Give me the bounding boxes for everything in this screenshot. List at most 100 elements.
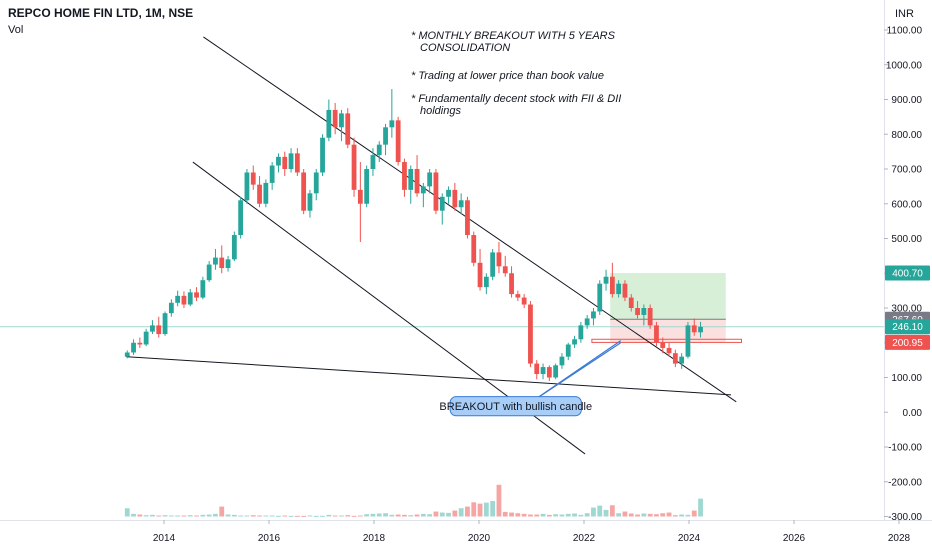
- candle-body: [376, 144, 382, 156]
- volume-bar: [691, 510, 697, 517]
- volume-bar: [332, 515, 338, 517]
- volume-bar: [540, 513, 546, 517]
- volume-bar: [685, 514, 691, 517]
- volume-bar: [616, 513, 622, 517]
- candle-body: [383, 127, 388, 145]
- candle-body: [414, 169, 420, 194]
- candle-body: [326, 109, 332, 138]
- candle-body: [231, 235, 237, 260]
- volume-bar: [282, 515, 288, 517]
- volume-bar: [137, 514, 143, 517]
- volume-bar: [502, 511, 508, 517]
- volume-bar: [402, 514, 407, 517]
- candle-body: [288, 153, 294, 169]
- trend-line[interactable]: [126, 356, 732, 396]
- candle-body: [124, 352, 130, 357]
- candle-body: [175, 295, 181, 303]
- volume-bar: [660, 513, 666, 517]
- chart-header: REPCO HOME FIN LTD, 1M, NSE Vol INR: [8, 6, 914, 36]
- candle-body: [351, 144, 357, 190]
- candle-body: [402, 162, 407, 190]
- candle-body: [477, 262, 483, 288]
- volume-bar: [187, 515, 193, 517]
- candle-body: [301, 172, 307, 211]
- candle-body: [540, 367, 546, 375]
- target-zone: [610, 273, 726, 327]
- volume-bar: [307, 515, 313, 517]
- volume-indicator-label[interactable]: Vol: [8, 24, 23, 36]
- note-line: * Trading at lower price than book value: [411, 70, 604, 82]
- price-tick-label: 500.00: [891, 234, 922, 245]
- candle-body: [276, 156, 281, 166]
- candle-body: [502, 266, 508, 274]
- volume-bar: [376, 513, 382, 517]
- note-line: * Fundamentally decent stock with FII & …: [411, 93, 621, 105]
- volume-bar: [395, 514, 401, 517]
- plot-area[interactable]: BREAKOUT with bullish candle: [0, 36, 884, 517]
- volume-bar: [578, 514, 584, 517]
- candle-body: [244, 172, 250, 201]
- volume-bar: [389, 514, 395, 517]
- volume-bar: [584, 513, 590, 517]
- candle-body: [622, 283, 628, 298]
- candle-body: [250, 172, 256, 185]
- support-box: [591, 338, 742, 343]
- time-tick-label: 2024: [678, 533, 701, 544]
- candle-body: [553, 365, 559, 378]
- candle-body: [660, 342, 666, 348]
- volume-bar: [452, 510, 458, 517]
- volume-bar: [175, 515, 181, 517]
- price-tick-label: 900.00: [891, 95, 922, 106]
- volume-bar: [257, 515, 262, 517]
- note-line: CONSOLIDATION: [420, 42, 510, 54]
- time-tick-label: 2022: [573, 533, 596, 544]
- candle-body: [565, 344, 571, 357]
- candle-body: [597, 283, 603, 312]
- volume-bar: [288, 515, 294, 517]
- time-axis[interactable]: 2014 2016 2018 2020 2022 2024 2026 2028: [0, 520, 932, 544]
- volume-bar: [269, 515, 275, 517]
- volume-bar: [553, 514, 559, 517]
- callout-box[interactable]: [449, 396, 582, 417]
- candle-body: [219, 257, 225, 269]
- candle-body: [572, 339, 577, 345]
- volume-bar: [124, 508, 130, 517]
- price-tick-label: 600.00: [891, 199, 922, 210]
- volume-bar: [546, 514, 552, 517]
- volume-bar: [143, 515, 149, 517]
- volume-bar: [666, 512, 672, 517]
- candle-body: [490, 252, 496, 277]
- volume-bar: [181, 515, 187, 517]
- candle-body: [206, 264, 212, 281]
- price-tick-label: 800.00: [891, 130, 922, 141]
- volume-bar: [471, 502, 477, 517]
- price-axis[interactable]: 1100.00 1000.00 900.00 800.00 700.00 600.00 50…: [884, 0, 930, 523]
- candle-body: [332, 109, 338, 128]
- candle-body: [313, 172, 319, 194]
- candle-body: [200, 280, 206, 298]
- currency-label: INR: [895, 8, 914, 20]
- candle-body: [609, 276, 615, 295]
- candle-body: [150, 325, 155, 332]
- candle-body: [181, 295, 187, 305]
- volume-bar: [603, 509, 609, 517]
- candle-body: [408, 169, 414, 190]
- volume-bar: [490, 500, 496, 517]
- volume-bar: [364, 514, 370, 517]
- candle-body: [446, 189, 451, 197]
- volume-bar: [408, 515, 414, 517]
- price-badge: [885, 334, 930, 350]
- callout-text: BREAKOUT with bullish candle: [439, 401, 592, 413]
- candle-body: [496, 252, 502, 267]
- volume-bar: [647, 513, 653, 517]
- candle-body: [483, 276, 489, 288]
- price-badge-text: 246.10: [892, 322, 923, 333]
- candle-body: [357, 189, 363, 204]
- candle-body: [578, 325, 584, 340]
- volume-bar: [565, 513, 571, 517]
- candle-body: [647, 308, 653, 326]
- time-tick-label: 2028: [888, 533, 911, 544]
- time-tick-label: 2014: [153, 533, 176, 544]
